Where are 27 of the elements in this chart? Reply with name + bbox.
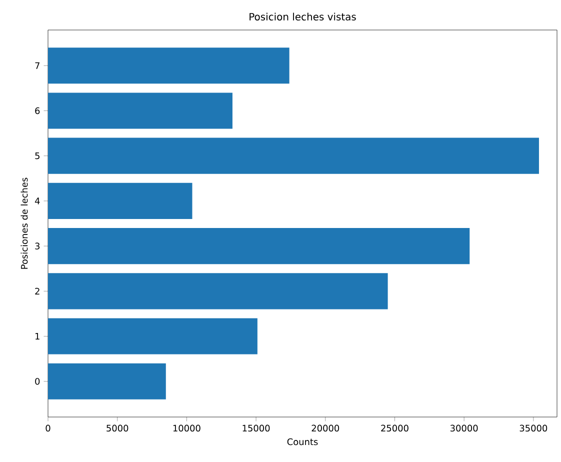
bar	[48, 228, 470, 264]
bar	[48, 92, 232, 129]
bar	[48, 182, 192, 219]
x-tick-label: 0	[46, 424, 50, 432]
x-tick-label: 5000	[106, 424, 128, 432]
y-tick-label: 3	[35, 242, 40, 250]
y-tick-label: 1	[36, 333, 40, 340]
bar	[48, 363, 166, 400]
y-tick-label: 4	[34, 198, 40, 204]
x-tick-label: 35000	[520, 424, 548, 432]
x-tick-label: 10000	[173, 424, 200, 432]
bar	[48, 273, 388, 310]
x-axis-title: Counts	[287, 438, 318, 446]
x-tick-label: 30000	[450, 424, 478, 432]
x-tick-label: 20000	[312, 424, 340, 432]
bar	[48, 48, 290, 84]
x-tick-label: 15000	[242, 424, 270, 432]
bar	[48, 138, 539, 174]
chart-title: Posicion leches vistas	[250, 12, 356, 20]
y-tick-label: 7	[35, 62, 40, 69]
y-axis-title: Posiciones de leches	[20, 178, 28, 269]
y-tick-label: 5	[35, 152, 40, 160]
y-tick-label: 2	[35, 288, 40, 294]
y-tick-label: 0	[35, 378, 40, 385]
x-tick-label: 25000	[381, 424, 408, 432]
bar	[48, 318, 258, 354]
y-tick-label: 6	[35, 107, 40, 114]
